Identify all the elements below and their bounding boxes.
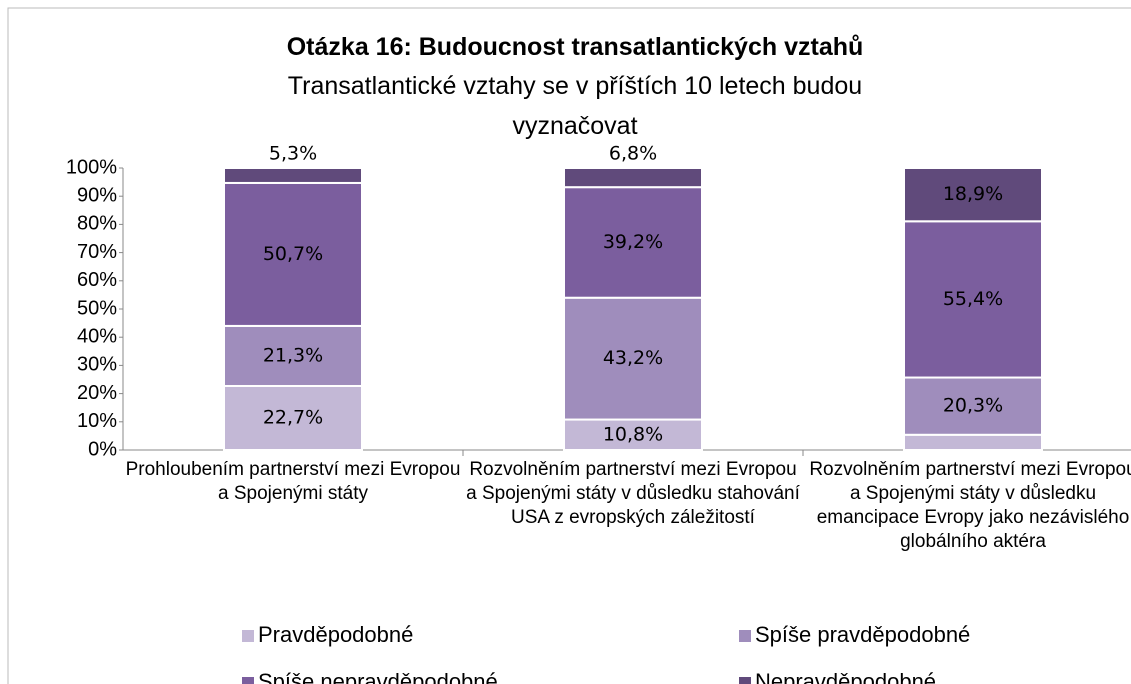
legend-label: Nepravděpodobné — [755, 669, 936, 684]
bar-segment — [563, 296, 703, 421]
data-label: 55,4% — [943, 288, 1003, 310]
bar-segment — [903, 376, 1043, 436]
y-tick-label: 30% — [77, 354, 117, 376]
chart-frame — [7, 7, 1131, 684]
bar-segment — [223, 181, 363, 327]
bar-segment — [563, 167, 703, 189]
bar-segment — [903, 167, 1043, 223]
y-tick-label: 90% — [77, 184, 117, 206]
y-tick-label: 20% — [77, 382, 117, 404]
legend-label: Spíše pravděpodobné — [755, 622, 970, 647]
data-label: 50,7% — [263, 243, 323, 265]
legend-label: Pravděpodobné — [258, 622, 413, 647]
chart-subtitle: Transatlantické vztahy se v příštích 10 … — [287, 72, 863, 140]
data-label: 21,3% — [263, 344, 323, 366]
data-label: 18,9% — [943, 183, 1003, 205]
y-tick-label: 80% — [77, 213, 117, 235]
y-tick-label: 0% — [88, 438, 117, 460]
y-tick-label: 70% — [77, 241, 117, 263]
legend-label: Spíše nepravděpodobné — [258, 669, 498, 684]
data-label: 43,2% — [603, 347, 663, 369]
x-tick-label: Rozvolněním partnerství mezi Evropou a S… — [809, 459, 1131, 552]
data-label: 20,3% — [943, 395, 1003, 417]
data-label: 10,8% — [603, 423, 663, 445]
y-tick-label: 50% — [77, 297, 117, 319]
x-tick-label: Rozvolněním partnerství mezi Evropou a S… — [466, 459, 800, 528]
data-label: 6,8% — [609, 143, 657, 165]
bar-segment — [903, 220, 1043, 379]
legend-swatch — [739, 630, 751, 642]
data-label: 5,3% — [269, 143, 317, 165]
y-tick-label: 10% — [77, 410, 117, 432]
bar-segment — [903, 433, 1043, 452]
data-label: 39,2% — [603, 231, 663, 253]
y-tick-label: 60% — [77, 269, 117, 291]
bar-segment — [223, 324, 363, 387]
chart-title: Otázka 16: Budoucnost transatlantických … — [286, 33, 864, 61]
bar-segment — [223, 167, 363, 184]
bar-segment — [563, 418, 703, 452]
legend-swatch — [739, 677, 751, 684]
legend-swatch — [242, 630, 254, 642]
y-tick-label: 40% — [77, 325, 117, 347]
data-label: 22,7% — [263, 406, 323, 428]
legend-swatch — [242, 677, 254, 684]
y-tick-label: 100% — [66, 156, 117, 178]
x-tick-label: Prohloubením partnerství mezi Evropou a … — [125, 459, 461, 504]
